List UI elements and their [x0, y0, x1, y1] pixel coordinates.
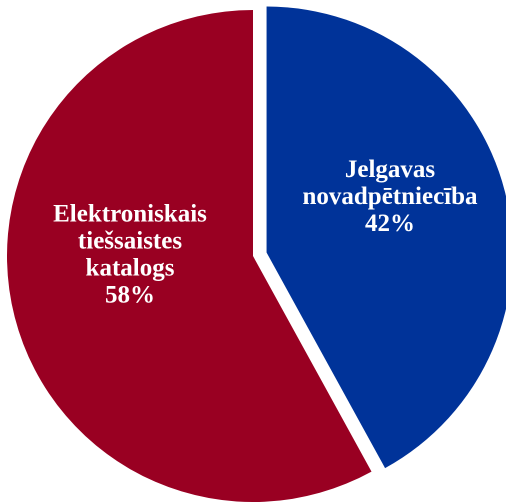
slice-value-label: 58%: [105, 282, 155, 309]
slice-value-label: 42%: [365, 210, 415, 237]
pie-slice-1: [7, 10, 372, 502]
slice-name-line: tiešsaistes: [78, 228, 182, 255]
slice-label-1: Elektroniskais tiešsaistes katalogs 58%: [53, 201, 207, 309]
slice-label-0: Jelgavas novadpētniecība 42%: [302, 156, 478, 237]
slice-name-line: Elektroniskais: [53, 201, 207, 228]
pie-slice-0: [266, 6, 506, 469]
slice-name-line: novadpētniecība: [302, 183, 478, 210]
slice-name-line: Jelgavas: [345, 156, 436, 183]
slice-name-line: katalogs: [86, 255, 175, 282]
